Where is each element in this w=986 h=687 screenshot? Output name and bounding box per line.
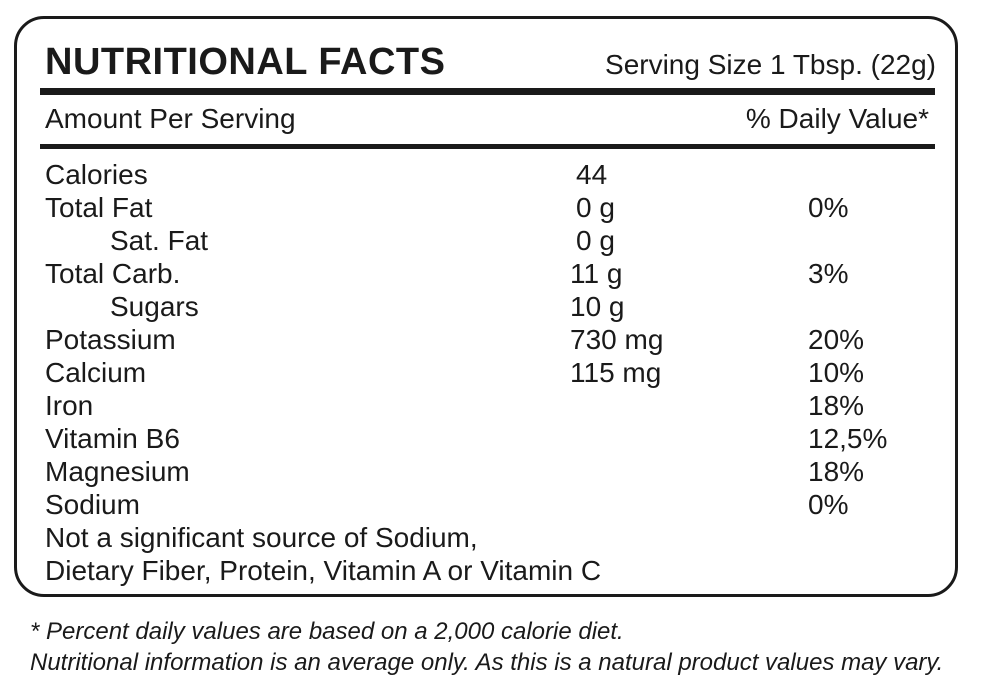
nutrient-row-iron: Iron 18% — [0, 389, 986, 422]
nutrient-name: Iron — [45, 390, 94, 421]
nutrient-row-vitamin-b6: Vitamin B6 12,5% — [0, 422, 986, 455]
nutrient-daily-value: 0% — [808, 489, 849, 520]
footnote-line-1: * Percent daily values are based on a 2,… — [30, 618, 624, 645]
nutrient-daily-value: 18% — [808, 390, 865, 421]
nutrient-name: Sugars — [110, 291, 199, 322]
daily-value-label: % Daily Value* — [745, 103, 929, 134]
nutrient-name: Sat. Fat — [110, 225, 209, 256]
serving-size: Serving Size 1 Tbsp. (22g) — [605, 49, 936, 80]
source-note-line-2: Dietary Fiber, Protein, Vitamin A or Vit… — [45, 555, 602, 586]
nutrient-row-total-fat: Total Fat 0 g 0% — [0, 191, 986, 224]
nutrient-amount: 44 — [576, 159, 608, 190]
nutrient-amount: 730 mg — [570, 324, 664, 355]
footnote-line-2: Nutritional information is an average on… — [30, 649, 944, 676]
nutrient-amount: 0 g — [576, 192, 615, 223]
panel-title: NUTRITIONAL FACTS — [45, 41, 446, 83]
nutrient-daily-value: 12,5% — [808, 423, 888, 454]
source-note-line-1: Not a significant source of Sodium, — [45, 522, 478, 553]
nutrient-name: Magnesium — [45, 456, 190, 487]
nutrient-amount: 0 g — [576, 225, 615, 256]
nutrient-daily-value: 0% — [808, 192, 849, 223]
nutrient-name: Total Carb. — [45, 258, 181, 289]
subheader-divider — [40, 144, 935, 149]
nutrient-row-sugars: Sugars 10 g — [0, 290, 986, 323]
nutrient-name: Total Fat — [45, 192, 153, 223]
nutrition-facts-panel — [14, 16, 958, 597]
nutrient-name: Calcium — [45, 357, 147, 388]
nutrient-name: Sodium — [45, 489, 140, 520]
nutrient-daily-value: 10% — [808, 357, 865, 388]
header-divider — [40, 88, 935, 95]
nutrient-row-magnesium: Magnesium 18% — [0, 455, 986, 488]
nutrient-name: Potassium — [45, 324, 176, 355]
nutrient-row-calories: Calories 44 — [0, 158, 986, 191]
nutrient-row-sat-fat: Sat. Fat 0 g — [0, 224, 986, 257]
nutrient-list: Calories 44 Total Fat 0 g 0% Sat. Fat 0 … — [0, 158, 986, 521]
nutrient-daily-value: 3% — [808, 258, 849, 289]
nutrient-amount: 10 g — [570, 291, 625, 322]
nutrient-row-potassium: Potassium 730 mg 20% — [0, 323, 986, 356]
nutrient-name: Calories — [45, 159, 148, 190]
nutrient-amount: 11 g — [570, 258, 623, 289]
amount-per-serving-label: Amount Per Serving — [45, 103, 296, 134]
nutrient-name: Vitamin B6 — [45, 423, 180, 454]
nutrient-row-calcium: Calcium 115 mg 10% — [0, 356, 986, 389]
nutrient-row-total-carb: Total Carb. 11 g 3% — [0, 257, 986, 290]
nutrient-row-sodium: Sodium 0% — [0, 488, 986, 521]
nutrient-daily-value: 20% — [808, 324, 865, 355]
nutrient-amount: 115 mg — [570, 357, 662, 388]
nutrient-daily-value: 18% — [808, 456, 865, 487]
